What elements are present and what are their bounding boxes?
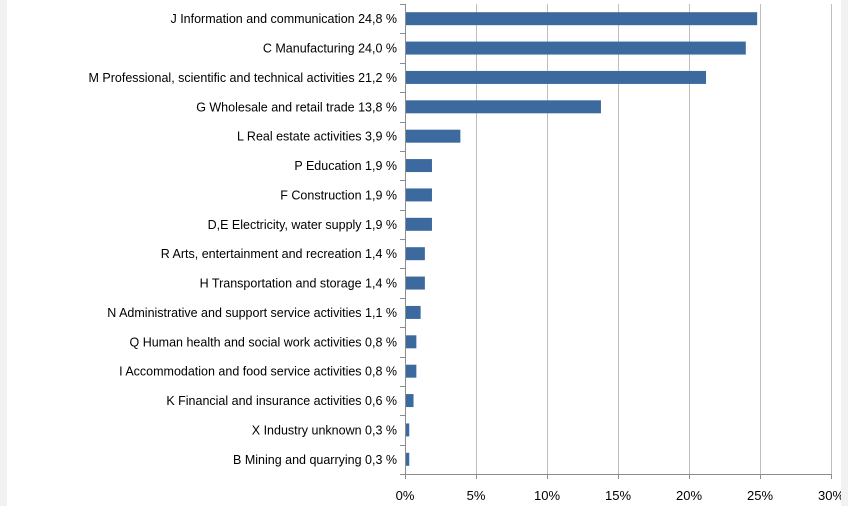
bar-chart: J Information and communication 24,8 % C … — [89, 4, 841, 503]
bar[interactable] — [405, 423, 410, 437]
category-label: I Accommodation and food service activit… — [119, 365, 397, 379]
bar[interactable] — [405, 70, 707, 84]
category-label: Q Human health and social work activitie… — [130, 335, 398, 349]
x-tick-label: 20% — [676, 488, 702, 503]
x-tick-label: 0% — [396, 488, 415, 503]
bar[interactable] — [405, 364, 417, 378]
category-label: P Education 1,9 % — [294, 159, 397, 173]
category-label: H Transportation and storage 1,4 % — [200, 277, 397, 291]
bar[interactable] — [405, 335, 417, 349]
category-label: F Construction 1,9 % — [280, 188, 397, 202]
bar[interactable] — [405, 159, 432, 173]
bar[interactable] — [405, 394, 414, 408]
bar[interactable] — [405, 276, 425, 290]
bar[interactable] — [405, 452, 410, 466]
x-tick-label: 25% — [747, 488, 773, 503]
category-label: B Mining and quarrying 0,3 % — [233, 453, 397, 467]
bar[interactable] — [405, 41, 746, 55]
x-tick-label: 30% — [818, 488, 841, 503]
bar[interactable] — [405, 100, 601, 114]
category-label: K Financial and insurance activities 0,6… — [166, 394, 397, 408]
x-tick-label: 10% — [534, 488, 560, 503]
bar[interactable] — [405, 305, 421, 319]
bar[interactable] — [405, 247, 425, 261]
x-tick-label: 5% — [467, 488, 486, 503]
category-label: R Arts, entertainment and recreation 1,4… — [161, 247, 397, 261]
bar[interactable] — [405, 217, 432, 231]
category-label: N Administrative and support service act… — [107, 306, 397, 320]
bar[interactable] — [405, 188, 432, 202]
category-label: C Manufacturing 24,0 % — [263, 42, 397, 56]
x-tick-label: 15% — [605, 488, 631, 503]
chart-container: J Information and communication 24,8 % C … — [7, 0, 841, 506]
category-label: X Industry unknown 0,3 % — [252, 423, 397, 437]
category-label: G Wholesale and retail trade 13,8 % — [196, 100, 397, 114]
bar[interactable] — [405, 129, 461, 143]
category-label: J Information and communication 24,8 % — [170, 12, 397, 26]
category-label: L Real estate activities 3,9 % — [237, 130, 397, 144]
bar[interactable] — [405, 12, 758, 26]
category-label: D,E Electricity, water supply 1,9 % — [208, 218, 397, 232]
category-label: M Professional, scientific and technical… — [89, 71, 397, 85]
